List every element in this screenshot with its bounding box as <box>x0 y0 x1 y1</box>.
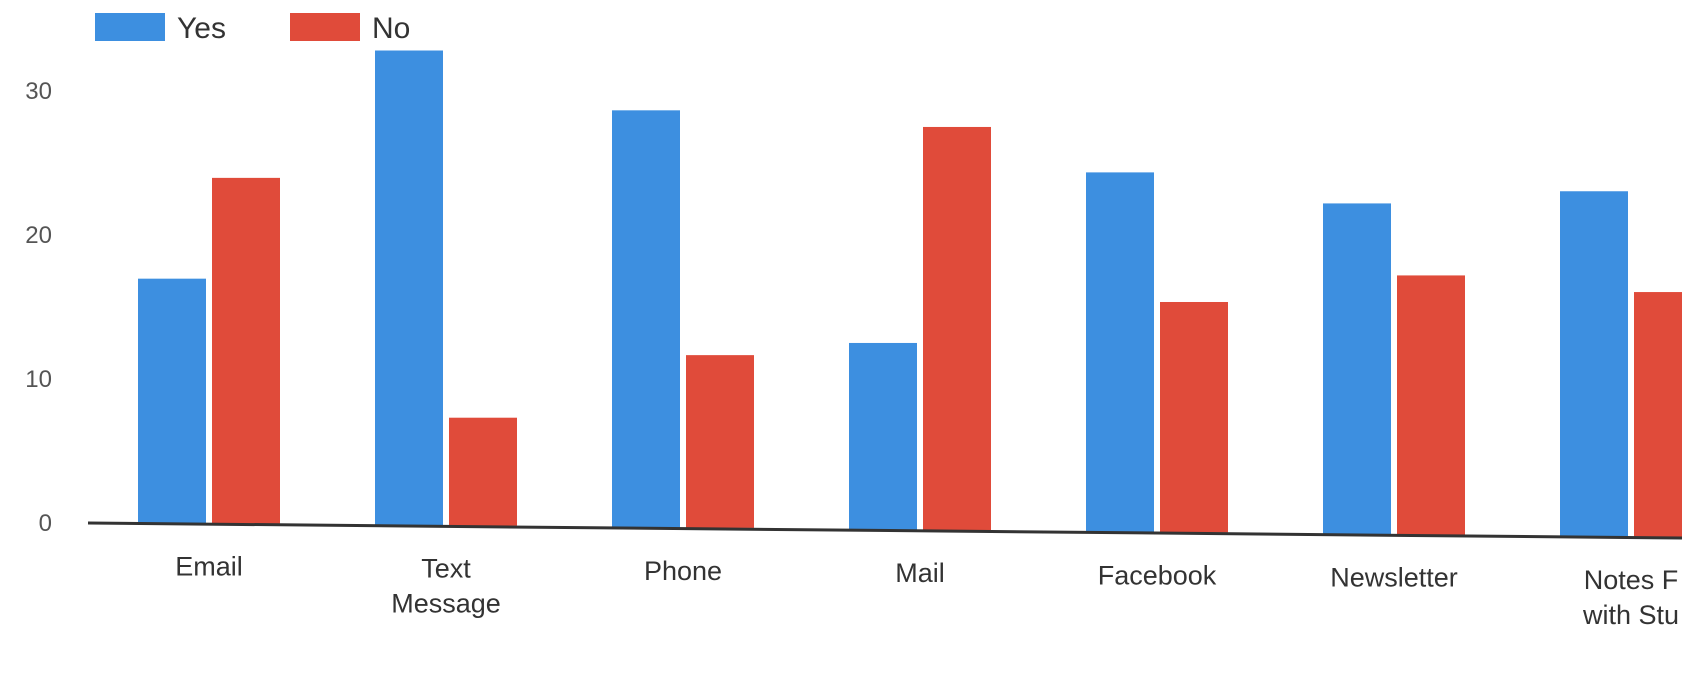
bar-no-3 <box>923 126 991 531</box>
bar-yes-3 <box>849 342 917 531</box>
x-tick-label-1-0: Text <box>421 554 471 584</box>
bar-no-0 <box>212 177 280 524</box>
bar-yes-2 <box>612 110 680 528</box>
bars <box>138 50 1682 537</box>
x-tick-label-6-1: with Stu <box>1582 600 1679 630</box>
y-axis: 0 10 20 30 <box>25 78 52 537</box>
bar-no-6 <box>1634 292 1682 537</box>
legend-label-no: No <box>372 12 410 45</box>
x-tick-label-5-0: Newsletter <box>1330 563 1458 593</box>
legend-swatch-yes <box>95 13 165 41</box>
x-axis-baseline <box>87 521 1682 540</box>
bar-no-1 <box>449 417 517 526</box>
legend: Yes No <box>95 12 410 45</box>
x-axis: Email Text Message Phone Mail Facebook Newslet… <box>175 551 1679 629</box>
bar-no-2 <box>686 355 754 528</box>
y-tick-label-0: 0 <box>39 510 52 537</box>
bar-yes-1 <box>375 50 443 526</box>
x-tick-label-1-1: Message <box>391 589 501 619</box>
x-tick-label-4-0: Facebook <box>1098 560 1217 590</box>
bar-no-4 <box>1160 301 1228 533</box>
y-tick-label-20: 20 <box>25 222 52 249</box>
y-tick-label-30: 30 <box>25 78 52 105</box>
x-tick-label-0-0: Email <box>175 551 243 581</box>
x-tick-label-2-0: Phone <box>644 556 722 586</box>
bar-yes-4 <box>1086 172 1154 533</box>
bar-no-5 <box>1397 275 1465 535</box>
bar-yes-0 <box>138 278 206 524</box>
x-tick-label-3-0: Mail <box>895 558 945 588</box>
legend-swatch-no <box>290 13 360 41</box>
bar-yes-5 <box>1323 203 1391 535</box>
bar-yes-6 <box>1560 191 1628 537</box>
x-tick-label-6-0: Notes F <box>1584 565 1679 595</box>
legend-label-yes: Yes <box>177 12 226 45</box>
y-tick-label-10: 10 <box>25 366 52 393</box>
